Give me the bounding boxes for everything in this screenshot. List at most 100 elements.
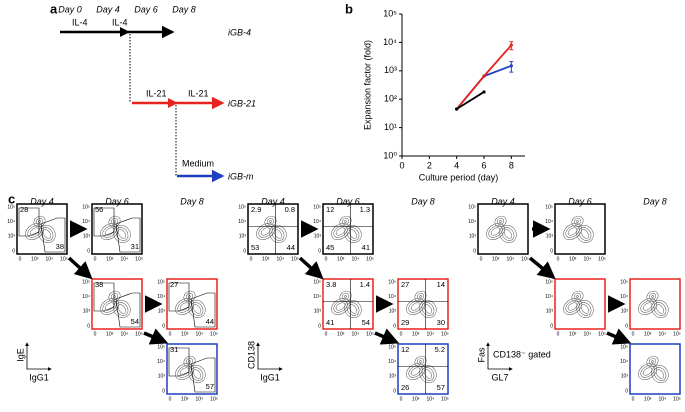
contour	[576, 300, 594, 318]
contour	[175, 363, 194, 380]
axis-tick-label: 10⁴	[388, 294, 396, 300]
gate-number: 54	[131, 317, 139, 326]
series-line	[455, 64, 512, 110]
axis-tick-label: 10⁴	[583, 256, 591, 262]
axis-tick-label: 10⁴	[583, 331, 591, 337]
contour	[25, 223, 44, 240]
day-label: Day 0	[58, 4, 82, 14]
point	[509, 43, 513, 47]
contour	[494, 215, 507, 228]
series-line	[456, 91, 485, 110]
gate-number: 2.9	[251, 205, 261, 214]
flow-plot: 00 10³ 10³ 10⁴ 10⁴ 10⁵ 10⁵	[620, 343, 681, 402]
gate-number: 3.8	[326, 280, 336, 289]
axis-tick-label: 0	[400, 331, 403, 337]
gate-number: 29	[401, 318, 409, 327]
flow-plot: 00 10³ 10³ 10⁴ 10⁴ 10⁵ 10⁵	[545, 203, 606, 262]
contour	[416, 293, 425, 300]
plot-frame	[322, 203, 374, 255]
contour	[188, 365, 206, 383]
y-tick-label: 10⁵	[383, 8, 397, 18]
contour	[571, 290, 584, 303]
axis-tick-label: 10⁵	[598, 256, 606, 262]
contour	[578, 227, 592, 241]
axis-tick-label: 10⁴	[388, 359, 396, 365]
contour	[651, 295, 654, 298]
axis-tick-label: 10⁴	[506, 256, 514, 262]
contour	[188, 300, 206, 318]
y-axis-label: CD138	[246, 341, 256, 369]
contour	[33, 215, 46, 228]
contour	[29, 227, 40, 236]
y-tick-label: 10⁰	[383, 150, 397, 160]
axis-tick-label: 10⁵	[210, 331, 218, 337]
plot-frame	[16, 203, 68, 255]
gate	[168, 282, 216, 328]
column-day: Day 4	[30, 196, 54, 206]
quadrant	[398, 279, 448, 329]
track-label: IL-21	[146, 88, 167, 98]
gate-number: 54	[362, 318, 370, 327]
axis-tick-label: 0	[94, 331, 97, 337]
axis-tick-label: 0	[632, 396, 635, 402]
axis-tick-label: 0	[393, 323, 396, 329]
contour	[113, 225, 131, 243]
axis-tick-label: 0	[480, 256, 483, 262]
axis-tick-label: 10³	[644, 331, 652, 337]
axis-tick-label: 10⁴	[545, 219, 553, 225]
axis-tick-label: 10⁵	[468, 204, 476, 210]
x-axis-label: Culture period (day)	[419, 172, 499, 182]
contour	[640, 300, 655, 313]
axis-tick-label: 10⁵	[313, 204, 321, 210]
axis-tick-label: 0	[625, 323, 628, 329]
contour	[260, 227, 271, 236]
gate-number: 44	[287, 243, 295, 252]
axis-tick-label: 10⁴	[620, 294, 628, 300]
y-tick-label: 10²	[384, 94, 397, 104]
axis-tick-label: 0	[473, 248, 476, 254]
contour	[117, 304, 127, 314]
axis-tick-label: 10⁵	[545, 279, 553, 285]
contour	[421, 367, 435, 381]
axis-glyph	[256, 342, 283, 371]
y-axis-label: IgE	[15, 348, 25, 362]
contour	[108, 215, 121, 228]
axis-tick-label: 10³	[644, 396, 652, 402]
contour	[488, 225, 503, 238]
y-tick-label: 10⁴	[383, 37, 397, 47]
axis-tick-label: 10³	[106, 331, 114, 337]
plot-frame	[91, 203, 143, 255]
flow-plot: 28 38 00 10³ 10³ 10⁴ 10⁴ 10⁵ 10⁵	[7, 203, 68, 262]
gate	[18, 207, 66, 253]
gate-number: 12	[401, 345, 409, 354]
contour	[185, 358, 194, 365]
arrow	[143, 328, 169, 345]
axis-tick-label: 10⁵	[135, 331, 143, 337]
contour	[183, 290, 196, 303]
column-day: Day 6	[336, 196, 360, 206]
axis-tick-label: 10³	[181, 331, 189, 337]
gate-number: 41	[362, 243, 370, 252]
track-label: IL-4	[112, 17, 128, 27]
track-label: IL-21	[188, 88, 209, 98]
axis-tick-label: 10⁴	[195, 331, 203, 337]
axis-tick-label: 10⁴	[195, 396, 203, 402]
contour	[333, 225, 348, 238]
flow-plot: 00 10³ 10³ 10⁴ 10⁴ 10⁵ 10⁵	[545, 278, 606, 337]
contour	[573, 293, 582, 300]
y-tick-label: 10³	[384, 65, 397, 75]
arrow	[528, 256, 556, 280]
gate	[168, 347, 216, 393]
contour	[642, 302, 653, 311]
contour	[271, 227, 285, 241]
axis-tick-label: 10⁴	[620, 359, 628, 365]
axis-tick-label: 10⁵	[545, 204, 553, 210]
axis-tick-label: 10⁵	[673, 396, 681, 402]
gate-number: 53	[251, 243, 259, 252]
contour	[496, 218, 505, 225]
axis-tick-label: 10⁵	[238, 204, 246, 210]
axis-tick-label: 0	[393, 388, 396, 394]
gate-number: 31	[170, 345, 178, 354]
axis-tick-label: 10³	[31, 256, 39, 262]
